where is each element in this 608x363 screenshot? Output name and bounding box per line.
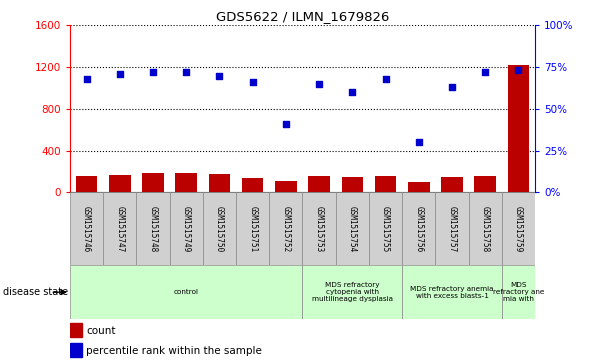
Point [148, 69, 158, 75]
Text: GSM1515746: GSM1515746 [82, 205, 91, 252]
Point [381, 76, 390, 82]
Bar [209, 174, 230, 192]
Text: GSM1515749: GSM1515749 [182, 205, 191, 252]
Point [347, 89, 357, 95]
Text: control: control [174, 289, 199, 295]
FancyBboxPatch shape [502, 192, 535, 265]
Bar [508, 65, 529, 192]
FancyBboxPatch shape [435, 192, 469, 265]
FancyBboxPatch shape [103, 192, 136, 265]
Text: GSM1515754: GSM1515754 [348, 205, 357, 252]
Text: GSM1515757: GSM1515757 [447, 205, 457, 252]
Bar [375, 176, 396, 192]
Text: GSM1515756: GSM1515756 [414, 205, 423, 252]
FancyBboxPatch shape [369, 192, 402, 265]
FancyBboxPatch shape [502, 265, 535, 319]
Text: MDS refractory anemia
with excess blasts-1: MDS refractory anemia with excess blasts… [410, 286, 494, 299]
Point [480, 69, 490, 75]
FancyBboxPatch shape [70, 192, 103, 265]
Bar [242, 178, 263, 192]
FancyBboxPatch shape [203, 192, 236, 265]
Bar [474, 176, 496, 192]
Bar [342, 177, 363, 192]
Point [81, 76, 91, 82]
Bar [408, 182, 430, 192]
Text: count: count [86, 326, 116, 336]
Point [115, 71, 125, 77]
Point [514, 68, 523, 73]
Text: GSM1515752: GSM1515752 [282, 205, 291, 252]
Title: GDS5622 / ILMN_1679826: GDS5622 / ILMN_1679826 [216, 10, 389, 23]
FancyBboxPatch shape [136, 192, 170, 265]
FancyBboxPatch shape [70, 265, 302, 319]
FancyBboxPatch shape [170, 192, 203, 265]
FancyBboxPatch shape [402, 192, 435, 265]
Bar [441, 177, 463, 192]
Text: MDS
refractory ane
mia with: MDS refractory ane mia with [492, 282, 544, 302]
Text: GSM1515755: GSM1515755 [381, 205, 390, 252]
Point [248, 79, 258, 85]
Text: MDS refractory
cytopenia with
multilineage dysplasia: MDS refractory cytopenia with multilinea… [312, 282, 393, 302]
Bar [109, 175, 131, 192]
FancyBboxPatch shape [236, 192, 269, 265]
Point [215, 73, 224, 78]
Text: GSM1515750: GSM1515750 [215, 205, 224, 252]
Bar [142, 173, 164, 192]
Text: GSM1515753: GSM1515753 [314, 205, 323, 252]
Point [181, 69, 191, 75]
Text: GSM1515758: GSM1515758 [481, 205, 489, 252]
Text: GSM1515759: GSM1515759 [514, 205, 523, 252]
Bar [76, 176, 97, 192]
Text: GSM1515751: GSM1515751 [248, 205, 257, 252]
Point [447, 84, 457, 90]
FancyBboxPatch shape [302, 265, 402, 319]
Text: GSM1515748: GSM1515748 [148, 205, 157, 252]
FancyBboxPatch shape [402, 265, 502, 319]
Point [414, 139, 424, 145]
Point [281, 121, 291, 127]
FancyBboxPatch shape [302, 192, 336, 265]
Bar [70, 323, 81, 338]
Bar [175, 173, 197, 192]
Bar [70, 343, 81, 357]
Bar [275, 181, 297, 192]
Text: percentile rank within the sample: percentile rank within the sample [86, 346, 262, 356]
FancyBboxPatch shape [469, 192, 502, 265]
FancyBboxPatch shape [336, 192, 369, 265]
FancyBboxPatch shape [269, 192, 302, 265]
Point [314, 81, 324, 87]
Bar [308, 176, 330, 192]
Text: disease state: disease state [3, 287, 68, 297]
Text: GSM1515747: GSM1515747 [116, 205, 124, 252]
